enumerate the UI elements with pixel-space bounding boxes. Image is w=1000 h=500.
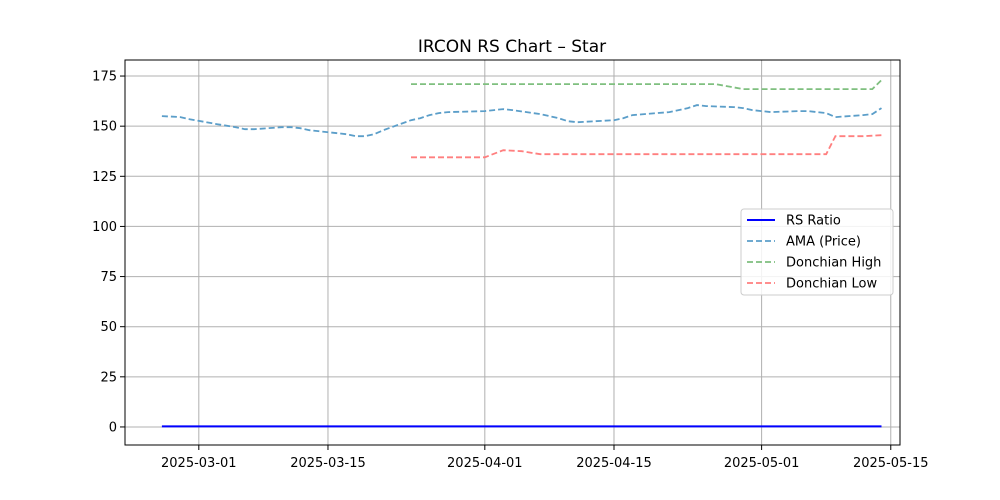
x-tick-label: 2025-05-15 (853, 456, 929, 471)
chart-title: IRCON RS Chart – Star (418, 37, 606, 57)
x-tick-label: 2025-05-01 (724, 456, 800, 471)
legend-label: Donchian High (786, 256, 881, 271)
y-tick-label: 100 (92, 220, 117, 235)
axis-ticks: 2025-03-01 2025-03-15 2025-04-01 2025-04-15… (92, 70, 928, 471)
x-tick-label: 2025-03-01 (161, 456, 237, 471)
plot-series (161, 79, 883, 428)
y-tick-label: 175 (92, 70, 117, 85)
y-tick-label: 125 (92, 170, 117, 185)
series-line-donchian-low (411, 134, 882, 159)
y-tick-label: 50 (100, 320, 117, 335)
y-tick-label: 25 (100, 370, 117, 385)
legend-label: Donchian Low (786, 277, 878, 292)
series-line-donchian-high (411, 79, 883, 90)
legend-label: RS Ratio (786, 214, 841, 229)
y-tick-label: 0 (109, 420, 117, 435)
x-tick-label: 2025-03-15 (290, 456, 366, 471)
series-line-ama-price (161, 104, 882, 138)
x-tick-label: 2025-04-01 (447, 456, 523, 471)
legend: RS Ratio AMA (Price) Donchian High Donchian… (740, 208, 894, 296)
plot-frame (124, 59, 901, 446)
y-tick-label: 150 (92, 120, 117, 135)
x-tick-label: 2025-04-15 (576, 456, 652, 471)
legend-box (740, 208, 894, 296)
y-tick-label: 75 (100, 270, 117, 285)
legend-label: AMA (Price) (786, 235, 861, 250)
